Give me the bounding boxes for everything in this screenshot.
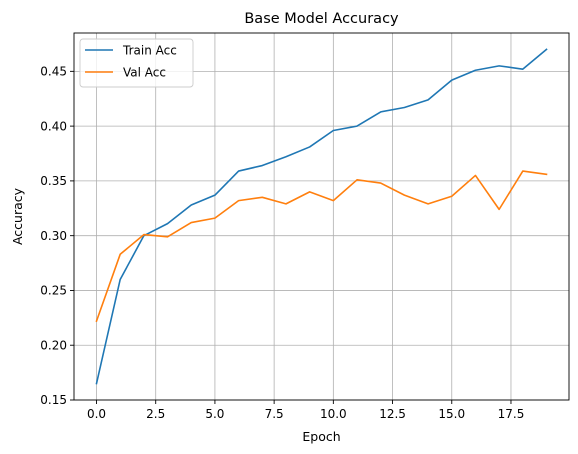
y-tick-label: 0.20 (40, 338, 67, 352)
x-tick-label: 10.0 (320, 407, 347, 421)
y-tick-label: 0.45 (40, 65, 67, 79)
y-tick-label: 0.40 (40, 119, 67, 133)
legend-box (79, 38, 194, 88)
legend-label-val-acc: Val Acc (123, 66, 166, 80)
y-tick-label: 0.25 (40, 284, 67, 298)
plot-area (74, 33, 569, 400)
grid-lines (74, 33, 569, 401)
x-axis-label: Epoch (302, 429, 340, 444)
x-tick-label: 12.5 (379, 407, 406, 421)
legend: Train Acc Val Acc (79, 38, 194, 88)
x-tick-label: 17.5 (498, 407, 525, 421)
y-axis-label: Accuracy (10, 187, 25, 245)
axis-ticks: 0.0 2.5 5.0 7.5 10.0 12.5 15.0 17.5 0.15 0.20 0.25… (40, 65, 524, 421)
series-lines (95, 48, 548, 385)
x-tick-label: 2.5 (146, 407, 165, 421)
y-tick-label: 0.35 (40, 174, 67, 188)
series-line-val-acc (95, 170, 548, 323)
y-tick-label: 0.30 (40, 229, 67, 243)
y-tick-label: 0.15 (40, 393, 67, 407)
x-tick-label: 7.5 (265, 407, 284, 421)
series-line-train-acc (95, 48, 548, 385)
x-tick-label: 0.0 (87, 407, 106, 421)
axes-frame (73, 32, 570, 401)
chart-title: Base Model Accuracy (244, 11, 399, 27)
x-tick-label: 5.0 (205, 407, 224, 421)
legend-label-train-acc: Train Acc (122, 44, 177, 58)
x-tick-label: 15.0 (438, 407, 465, 421)
